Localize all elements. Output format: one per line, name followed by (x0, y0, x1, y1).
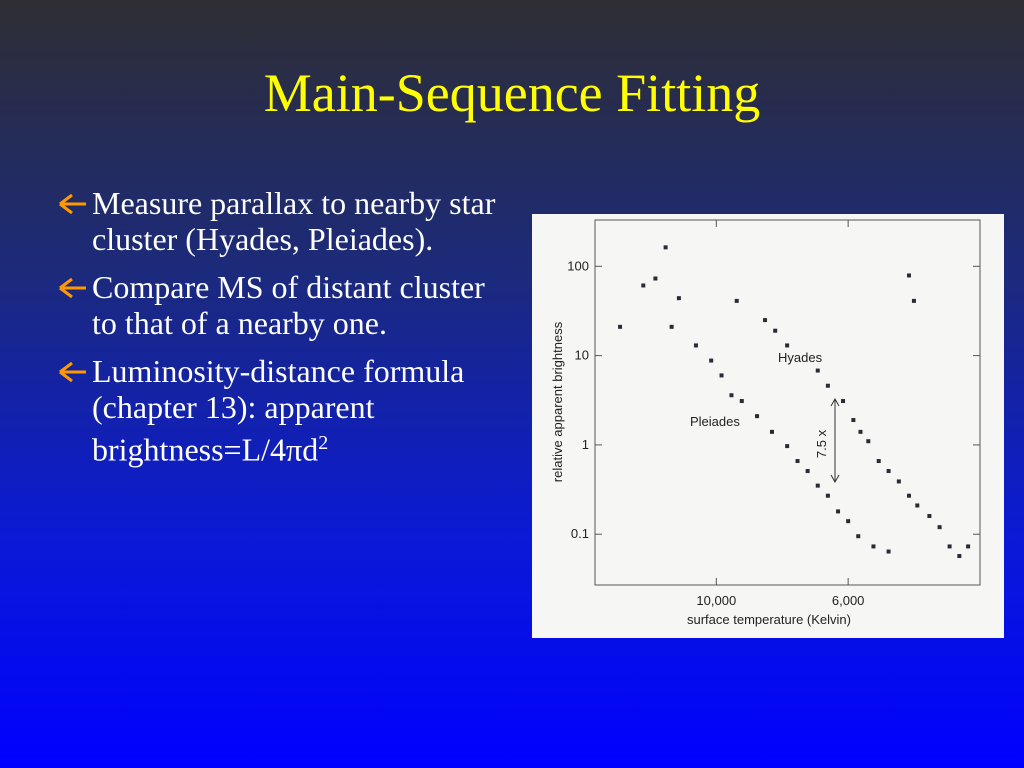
point (709, 358, 714, 363)
point (769, 429, 774, 434)
series-label-bg (776, 350, 828, 366)
point (763, 318, 768, 323)
bullet-arrow (59, 361, 86, 383)
point (618, 324, 623, 329)
point (719, 373, 724, 378)
point (915, 503, 920, 508)
bullet-arrow (59, 193, 86, 215)
point (957, 554, 962, 559)
x-axis-label: surface temperature (Kelvin) (687, 612, 851, 627)
bullet-text: Measure parallax to nearby star cluster … (92, 185, 496, 257)
point (927, 513, 932, 518)
point (669, 324, 674, 329)
series-label-bg (688, 414, 740, 430)
point (805, 469, 810, 474)
point (841, 399, 846, 404)
y-tick-label: 100 (567, 258, 589, 273)
point (846, 519, 851, 524)
bullet-text: Luminosity-distance formula (chapter 13)… (92, 353, 465, 468)
y-tick-label: 1 (582, 437, 589, 452)
point (755, 414, 760, 419)
plot-frame (594, 219, 981, 586)
point (876, 459, 881, 464)
bullet: Luminosity-distance formula (chapter 13)… (58, 353, 508, 468)
point (858, 429, 863, 434)
superscript: 2 (318, 432, 329, 454)
bullet: Measure parallax to nearby star cluster … (58, 185, 508, 257)
bullet-list: Measure parallax to nearby star cluster … (58, 185, 508, 480)
point (739, 399, 744, 404)
point (795, 459, 800, 464)
point (663, 245, 668, 250)
point (773, 328, 778, 333)
point (734, 298, 739, 303)
point (785, 444, 790, 449)
y-tick-label: 0.1 (571, 526, 589, 541)
y-tick-label: 10 (575, 348, 589, 363)
point (906, 273, 911, 278)
bullet-arrow (59, 277, 86, 299)
series-label: Hyades (778, 350, 823, 365)
point (815, 368, 820, 373)
point (947, 544, 952, 549)
bullet: Compare MS of distant cluster to that of… (58, 269, 508, 341)
point (785, 343, 790, 348)
slide-title: Main-Sequence Fitting (263, 63, 761, 123)
point (966, 544, 971, 549)
point (896, 479, 901, 484)
annotation: 7.5 x (814, 429, 829, 458)
chart: surface temperature (Kelvin) relative ap… (532, 214, 1004, 638)
point (825, 383, 830, 388)
x-tick-label: 6,000 (832, 593, 865, 608)
series-label: Pleiades (690, 414, 740, 429)
point (729, 393, 734, 398)
y-axis-label: relative apparent brightness (550, 321, 565, 482)
point (886, 549, 891, 554)
point (836, 509, 841, 514)
point (653, 276, 658, 281)
point (815, 483, 820, 488)
point (906, 493, 911, 498)
point (886, 469, 891, 474)
point (911, 298, 916, 303)
annotation-arrow (830, 397, 840, 484)
x-tick-label: 10,000 (696, 593, 736, 608)
point (641, 283, 646, 288)
point (676, 296, 681, 301)
point (937, 525, 942, 530)
point (866, 439, 871, 444)
point (871, 544, 876, 549)
point (851, 418, 856, 423)
point (693, 343, 698, 348)
point (856, 534, 861, 539)
point (825, 493, 830, 498)
bullet-text: Compare MS of distant cluster to that of… (92, 269, 485, 341)
